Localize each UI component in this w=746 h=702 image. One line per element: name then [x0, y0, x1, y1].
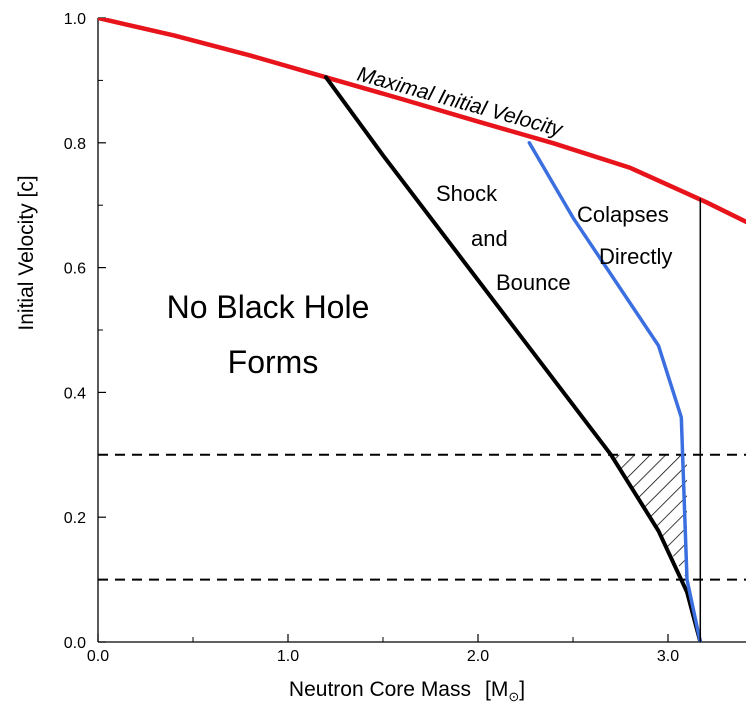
y-tick-label: 1.0 [64, 11, 86, 28]
shock-label-line-1: Shock [436, 181, 498, 206]
x-tick-label: 1.0 [277, 648, 299, 665]
shock-label-line-2: and [471, 226, 508, 251]
no-black-hole-line-1: No Black Hole [167, 289, 370, 325]
hatched-region [611, 454, 687, 580]
x-axis-unit-symbol: ⊙ [508, 689, 519, 702]
x-axis-unit-close: ] [519, 678, 525, 701]
plot-area [98, 18, 746, 642]
x-axis-unit: [M [485, 678, 508, 701]
collapse-label-line-2: Directly [599, 244, 672, 269]
y-axis-title: Initial Velocity [c] [15, 175, 38, 330]
x-tick-label: 0.0 [87, 648, 109, 665]
direct-collapse-boundary [527, 141, 703, 642]
y-tick-label: 0.4 [64, 385, 86, 402]
series-group [98, 18, 746, 642]
y-tick-label: 0.2 [64, 510, 86, 527]
ticks [97, 17, 669, 643]
collapse-label-line-1: Colapses [577, 202, 669, 227]
shock-label-line-3: Bounce [496, 270, 571, 295]
no-black-hole-label: No Black Hole Forms [167, 289, 370, 380]
y-tick-label: 0.8 [64, 136, 86, 153]
shock-bounce-label: Shock and Bounce [436, 181, 571, 295]
maximal-velocity-label: Maximal Initial Velocity [355, 63, 567, 142]
shock-bounce-boundary [324, 75, 703, 642]
y-tick-label: 0.6 [64, 261, 86, 278]
collapse-directly-label: Colapses Directly [577, 202, 672, 269]
x-tick-label: 3.0 [657, 648, 679, 665]
tick-labels: 0.0 1.0 2.0 3.0 0.0 0.2 0.4 0.6 0.8 1.0 [64, 11, 679, 665]
reference-lines [98, 453, 746, 581]
x-axis-title-text: Neutron Core Mass [289, 678, 471, 701]
max-velocity-curve [98, 18, 746, 225]
no-black-hole-line-2: Forms [228, 344, 319, 380]
y-tick-label: 0.0 [64, 635, 86, 652]
x-tick-label: 2.0 [467, 648, 489, 665]
x-axis-title: Neutron Core Mass [M⊙] [289, 678, 525, 702]
